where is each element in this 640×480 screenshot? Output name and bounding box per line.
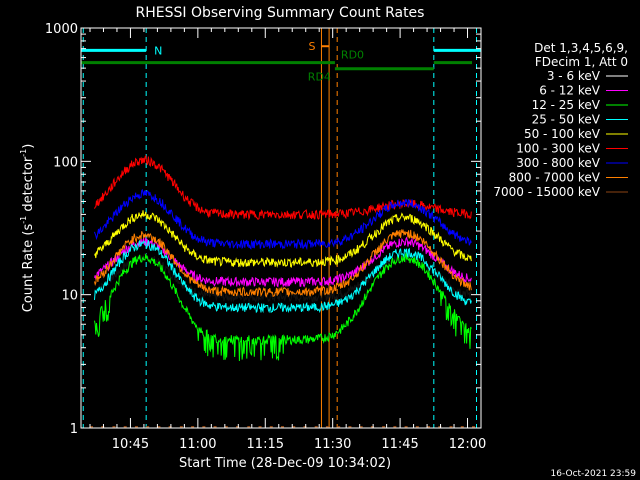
y-axis-label: Count Rate (s-1 detector-1) — [19, 144, 36, 313]
x-axis-label: Start Time (28-Dec-09 10:34:02) — [179, 456, 391, 471]
legend-label: 300 - 800 keV — [516, 156, 600, 170]
legend-label: 12 - 25 keV — [532, 98, 601, 112]
y-axis-ticks: 1 10 100 1000 — [45, 22, 481, 437]
legend-label: 25 - 50 keV — [532, 113, 601, 127]
rd0-label: RD0 — [341, 49, 364, 62]
series-line — [94, 210, 472, 269]
y-tick-label: 1 — [70, 422, 78, 437]
legend-header-1: Det 1,3,4,5,6,9, — [534, 41, 628, 55]
y-tick-label: 100 — [53, 155, 78, 170]
legend-header-2: FDecim 1, Att 0 — [535, 55, 628, 69]
legend-label: 7000 - 15000 keV — [493, 185, 600, 199]
series-line — [94, 252, 472, 304]
x-axis-ticks: 10:45 11:00 11:15 11:30 11:45 12:00 — [89, 28, 486, 452]
legend-label: 800 - 7000 keV — [509, 171, 601, 185]
series-layer — [94, 154, 472, 362]
y-axis-label-close: ) — [21, 144, 36, 149]
chart-title: RHESSI Observing Summary Count Rates — [136, 5, 425, 21]
rd4-label: RD4 — [308, 71, 331, 84]
legend-label: 6 - 12 keV — [539, 84, 601, 98]
series-line — [94, 228, 472, 298]
legend-label: 3 - 6 keV — [547, 69, 601, 83]
y-axis-label-sup1: -1 — [19, 216, 28, 224]
legend-label: 100 - 300 keV — [516, 142, 600, 156]
x-tick-label: 11:00 — [179, 437, 216, 452]
y-tick-label: 1000 — [45, 22, 78, 37]
y-tick-label: 10 — [61, 289, 78, 304]
x-tick-label: 12:00 — [449, 437, 486, 452]
x-tick-label: 11:15 — [247, 437, 284, 452]
y-axis-label-rest: detector — [21, 156, 36, 216]
x-tick-label: 11:45 — [381, 437, 418, 452]
legend-label: 50 - 100 keV — [524, 127, 601, 141]
timestamp: 16-Oct-2021 23:59 — [551, 469, 637, 479]
y-axis-label-main: Count Rate (s — [21, 224, 36, 313]
x-tick-label: 10:45 — [112, 437, 149, 452]
y-axis-label-sup2: -1 — [19, 149, 28, 157]
saa-label: S — [308, 40, 315, 53]
legend: Det 1,3,4,5,6,9,FDecim 1, Att 03 - 6 keV… — [493, 41, 628, 199]
series-line — [94, 252, 472, 362]
x-tick-label: 11:30 — [314, 437, 351, 452]
series-line — [94, 188, 472, 251]
plot-frame — [80, 27, 482, 429]
night-label: N — [154, 44, 162, 57]
series-line — [94, 240, 472, 314]
series-line — [94, 236, 472, 288]
